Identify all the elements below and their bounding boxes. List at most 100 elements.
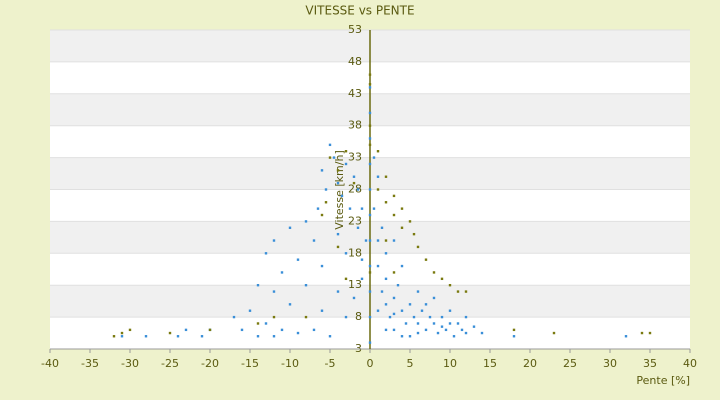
point — [344, 252, 348, 255]
point — [372, 207, 376, 210]
point — [332, 156, 336, 159]
point — [424, 303, 428, 306]
point — [412, 315, 416, 319]
point — [272, 335, 276, 338]
x-tick-label: 35 — [643, 357, 657, 370]
point — [376, 309, 380, 312]
point — [200, 335, 204, 338]
point — [272, 315, 276, 319]
point — [264, 322, 268, 325]
point — [344, 315, 348, 319]
point — [420, 309, 424, 312]
point — [328, 143, 332, 147]
point — [288, 303, 292, 306]
point — [280, 271, 284, 274]
point — [128, 328, 132, 332]
point — [368, 213, 372, 217]
point — [336, 245, 340, 249]
point — [184, 328, 188, 332]
point — [256, 335, 260, 338]
point — [392, 328, 396, 332]
point — [648, 331, 652, 335]
point — [408, 303, 412, 306]
point — [384, 303, 388, 306]
point — [144, 335, 148, 338]
point — [432, 271, 436, 274]
point — [412, 232, 416, 236]
point — [328, 156, 332, 159]
x-tick-label: 0 — [367, 357, 374, 370]
point — [336, 169, 340, 172]
point — [344, 150, 348, 153]
point — [320, 309, 324, 312]
point — [368, 290, 372, 293]
point — [440, 315, 444, 319]
point — [272, 239, 276, 242]
point — [168, 331, 172, 335]
point — [480, 331, 484, 335]
point — [320, 264, 324, 268]
point — [448, 322, 452, 325]
point — [256, 322, 260, 325]
x-tick-label: -25 — [161, 357, 179, 370]
y-tick-label: 28 — [348, 183, 362, 196]
point — [400, 226, 404, 229]
point — [352, 296, 356, 300]
point — [368, 341, 372, 344]
point — [324, 201, 328, 204]
x-tick-label: 30 — [603, 357, 617, 370]
point — [440, 277, 444, 281]
point — [372, 156, 376, 159]
point — [176, 335, 180, 338]
point — [436, 331, 440, 335]
x-tick-label: -35 — [81, 357, 99, 370]
point — [472, 325, 476, 328]
point — [328, 335, 332, 338]
point — [392, 213, 396, 217]
point — [440, 325, 444, 328]
point — [400, 264, 404, 268]
x-tick-label: 15 — [483, 357, 497, 370]
point — [340, 194, 344, 198]
point — [336, 290, 340, 293]
x-tick-label: 20 — [523, 357, 537, 370]
point — [336, 232, 340, 236]
point — [232, 315, 236, 319]
point — [240, 328, 244, 332]
point — [336, 181, 340, 185]
point — [384, 239, 388, 242]
x-tick-label: -5 — [325, 357, 336, 370]
point — [416, 331, 420, 335]
point — [296, 331, 300, 335]
point — [380, 226, 384, 229]
point — [368, 188, 372, 191]
point — [384, 201, 388, 204]
point — [388, 315, 392, 319]
x-tick-label: -30 — [121, 357, 139, 370]
point — [248, 309, 252, 312]
point — [464, 290, 468, 293]
x-tick-label: -40 — [41, 357, 59, 370]
point — [448, 284, 452, 287]
point — [320, 213, 324, 217]
point — [324, 188, 328, 191]
point — [280, 328, 284, 332]
point — [384, 277, 388, 281]
point — [400, 309, 404, 312]
point — [304, 315, 308, 319]
point — [296, 258, 300, 261]
y-tick-label: 33 — [348, 151, 362, 164]
point — [392, 239, 396, 242]
point — [392, 194, 396, 198]
x-tick-label: 40 — [683, 357, 697, 370]
point — [464, 315, 468, 319]
point — [376, 264, 380, 268]
chart-title: VITESSE vs PENTE — [305, 4, 414, 18]
point — [400, 207, 404, 210]
point — [404, 322, 408, 325]
point — [348, 207, 352, 210]
point — [272, 290, 276, 293]
point — [120, 335, 124, 338]
y-tick-label: 38 — [348, 119, 362, 132]
